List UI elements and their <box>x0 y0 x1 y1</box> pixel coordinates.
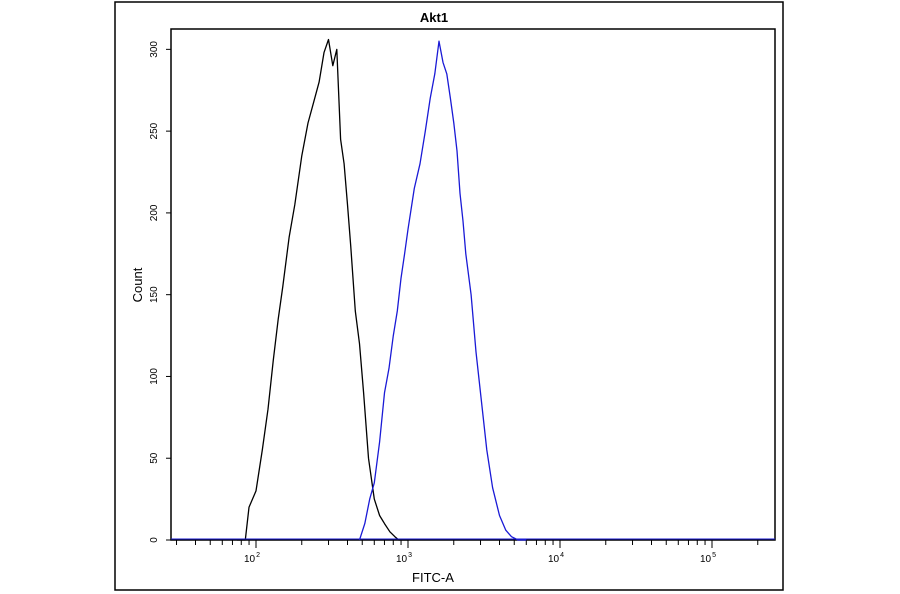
y-tick-label: 250 <box>149 122 160 139</box>
x-tick-label: 103 <box>396 552 412 565</box>
histogram-series-1 <box>237 38 408 541</box>
x-tick-label: 104 <box>548 552 564 565</box>
y-axis-label: Count <box>130 267 145 302</box>
x-axis: 102 103 104 105 <box>176 540 759 565</box>
y-tick-label: 0 <box>149 537 160 543</box>
y-tick-label: 200 <box>149 204 160 221</box>
plot-area <box>170 28 776 541</box>
series-layer <box>171 38 775 541</box>
histogram-series-2 <box>358 40 527 541</box>
x-tick-label: 105 <box>700 552 716 565</box>
chart-title: Akt1 <box>420 10 448 25</box>
x-tick-label: 102 <box>244 552 260 565</box>
x-axis-label: FITC-A <box>412 570 454 585</box>
y-tick-label: 300 <box>149 41 160 58</box>
y-axis: 0 50 100 150 200 250 300 <box>149 41 171 543</box>
y-tick-label: 50 <box>149 452 160 464</box>
y-tick-label: 100 <box>149 368 160 385</box>
y-tick-label: 150 <box>149 286 160 303</box>
figure-border <box>114 1 784 591</box>
